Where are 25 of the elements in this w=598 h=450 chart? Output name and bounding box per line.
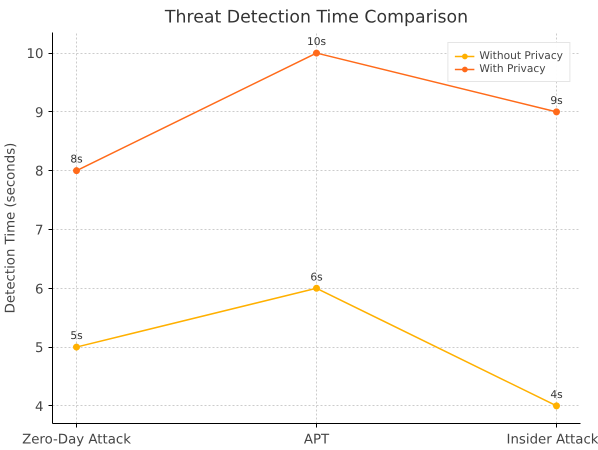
y-tick-label: 10 — [26, 47, 44, 62]
data-label: 6s — [310, 270, 324, 284]
point — [73, 344, 80, 351]
y-tick-label: 7 — [35, 223, 44, 238]
point — [553, 402, 560, 410]
data-label: 9s — [550, 94, 564, 107]
point — [313, 50, 320, 57]
chart-title: Threat Detection Time Comparison — [164, 8, 468, 28]
y-tick-label: 9 — [35, 106, 44, 121]
data-label: 5s — [70, 329, 84, 342]
point — [73, 167, 80, 174]
point — [553, 108, 560, 116]
data-label: 8s — [70, 152, 84, 166]
y-axis-title: Detection Time (seconds) — [4, 142, 19, 314]
point — [313, 284, 320, 292]
x-tick-label: APT — [304, 432, 330, 448]
y-tick-label: 4 — [35, 400, 44, 415]
legend-label: With Privacy — [479, 62, 546, 75]
data-label: 4s — [550, 388, 564, 401]
x-tick-label: Zero-Day Attack — [22, 432, 132, 448]
y-tick-label: 6 — [35, 282, 44, 298]
legend-label: Without Privacy — [479, 49, 563, 62]
data-label: 10s — [306, 35, 327, 48]
y-tick-label: 8 — [35, 164, 44, 180]
y-tick-label: 5 — [35, 341, 44, 356]
